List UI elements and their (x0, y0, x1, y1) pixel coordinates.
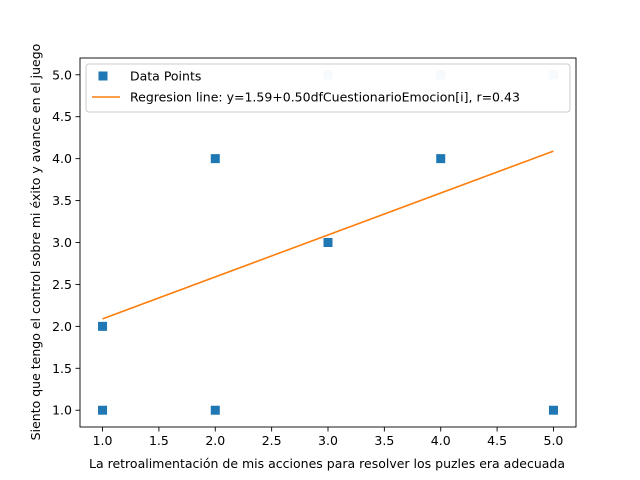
y-tick-label: 4.0 (52, 151, 72, 166)
y-tick-label: 2.0 (52, 319, 72, 334)
y-tick-label: 4.5 (52, 109, 72, 124)
x-tick-label: 1.5 (149, 433, 169, 448)
x-tick-label: 1.0 (93, 433, 113, 448)
legend: Data Points Regresion line: y=1.59+0.50df… (85, 63, 571, 113)
y-axis: 1.0 1.5 2.0 2.5 3.0 3.5 4.0 4.5 5.0 (52, 67, 80, 418)
regression-line (102, 150, 554, 320)
x-tick-label: 3.5 (374, 433, 394, 448)
data-point-marker (210, 405, 220, 415)
y-tick-label: 3.0 (52, 235, 72, 250)
data-point-marker (323, 238, 333, 247)
y-tick-label: 5.0 (52, 67, 72, 82)
x-axis-label: La retroalimentación de mis acciones par… (89, 456, 565, 471)
y-tick-label: 1.0 (52, 403, 72, 418)
x-tick-label: 4.0 (431, 433, 451, 448)
legend-label-data-points: Data Points (130, 69, 201, 84)
data-point-marker (98, 405, 108, 415)
legend-label-regression-line: Regresion line: y=1.59+0.50dfCuestionari… (130, 90, 520, 105)
y-tick-label: 3.5 (52, 193, 72, 208)
x-tick-label: 2.5 (262, 433, 282, 448)
x-tick-label: 4.5 (487, 433, 507, 448)
legend-box (85, 63, 571, 113)
x-tick-label: 3.0 (318, 433, 338, 448)
x-tick-label: 5.0 (544, 433, 564, 448)
data-point-marker (548, 405, 558, 415)
x-axis: 1.0 1.5 2.0 2.5 3.0 3.5 4.0 4.5 5.0 (93, 427, 564, 448)
x-tick-label: 2.0 (205, 433, 225, 448)
data-point-marker (98, 321, 108, 331)
y-axis-label: Siento que tengo el control sobre mi éxi… (28, 44, 43, 441)
data-point-marker (436, 154, 446, 164)
legend-marker-data-points (98, 71, 108, 81)
y-tick-label: 1.5 (52, 361, 72, 376)
plot-area (79, 57, 577, 428)
data-point-marker (210, 154, 220, 164)
y-tick-label: 2.5 (52, 277, 72, 292)
